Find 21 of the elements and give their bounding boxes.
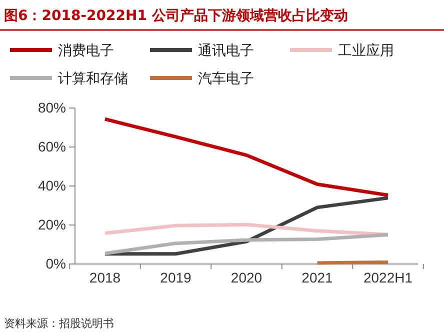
y-tick-label: 0%	[46, 255, 66, 272]
x-tick-label: 2018	[89, 269, 121, 286]
x-tick-label: 2022H1	[363, 269, 413, 286]
legend-label: 计算和存储	[58, 71, 128, 87]
line-series	[103, 117, 390, 197]
x-tick-label: 2020	[230, 269, 262, 286]
x-tick-label: 2019	[160, 269, 192, 286]
legend-label: 通讯电子	[198, 43, 254, 59]
y-tick-label: 20%	[38, 216, 66, 232]
y-tick-label: 80%	[38, 99, 66, 116]
legend-label: 消费电子	[58, 43, 114, 59]
line-series	[103, 196, 390, 256]
chart-title: 图6：2018-2022H1 公司产品下游领域营收占比变动	[4, 7, 348, 24]
line-series	[103, 233, 390, 256]
y-tick-label: 60%	[38, 138, 66, 154]
line-series	[103, 222, 390, 236]
x-tick-label: 2021	[302, 269, 334, 286]
legend-label: 工业应用	[338, 43, 394, 59]
legend-label: 汽车电子	[198, 71, 254, 87]
y-tick-label: 40%	[38, 177, 66, 194]
text: 资料来源：招股说明书	[4, 317, 114, 330]
